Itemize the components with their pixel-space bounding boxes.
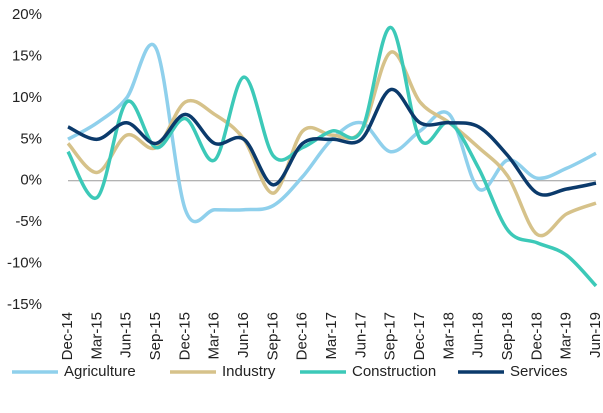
x-tick-label: Jun-19 xyxy=(587,312,603,358)
x-tick-label: Mar-17 xyxy=(323,312,340,360)
y-tick-label: -5% xyxy=(15,213,42,230)
x-tick-label: Jun-17 xyxy=(352,312,369,358)
x-tick-label: Sep-18 xyxy=(499,312,516,360)
x-tick-label: Mar-16 xyxy=(206,312,223,360)
legend-label: Industry xyxy=(222,363,276,380)
y-tick-label: 10% xyxy=(12,89,42,106)
legend-label: Construction xyxy=(352,363,436,380)
series-line xyxy=(66,25,598,288)
legend-label: Agriculture xyxy=(64,363,136,380)
y-tick-label: -10% xyxy=(7,255,42,272)
y-tick-label: -15% xyxy=(7,296,42,313)
x-tick-label: Dec-14 xyxy=(59,312,76,360)
y-tick-label: 20% xyxy=(12,6,42,23)
series-line xyxy=(67,42,597,224)
x-tick-label: Dec-15 xyxy=(176,312,193,360)
x-tick-label: Sep-15 xyxy=(147,312,164,360)
x-tick-label: Mar-19 xyxy=(558,312,575,360)
x-tick-label: Dec-17 xyxy=(411,312,428,360)
x-tick-label: Dec-16 xyxy=(294,312,311,360)
y-tick-label: 15% xyxy=(12,47,42,64)
x-tick-label: Jun-16 xyxy=(235,312,252,358)
y-tick-label: 0% xyxy=(20,172,42,189)
series-line xyxy=(66,50,597,238)
x-tick-label: Jun-15 xyxy=(118,312,135,358)
x-tick-label: Mar-15 xyxy=(88,312,105,360)
x-tick-label: Jun-18 xyxy=(470,312,487,358)
x-tick-label: Sep-17 xyxy=(382,312,399,360)
x-tick-label: Dec-18 xyxy=(528,312,545,360)
y-tick-label: 5% xyxy=(20,130,42,147)
series-line xyxy=(67,87,597,197)
x-tick-label: Sep-16 xyxy=(264,312,281,360)
x-tick-label: Mar-18 xyxy=(440,312,457,360)
legend-label: Services xyxy=(510,363,568,380)
